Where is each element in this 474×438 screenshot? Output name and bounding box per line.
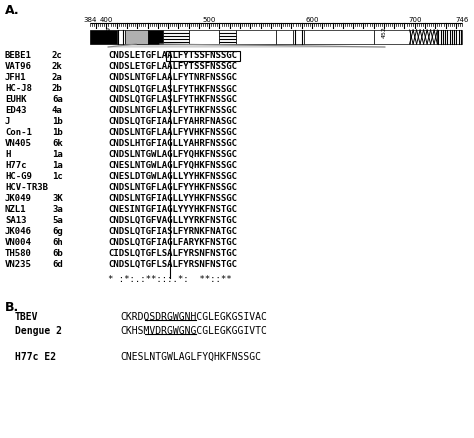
Text: TBEV: TBEV [15, 311, 38, 321]
Text: 500: 500 [202, 17, 216, 22]
Text: CNDSLNTGFIAGLLYYHKFNSSGC: CNDSLNTGFIAGLLYYHKFNSSGC [108, 194, 237, 203]
Text: CNDSLETGFLAALFYTSSFNSSGC: CNDSLETGFLAALFYTSSFNSSGC [108, 62, 237, 71]
Text: EUHK: EUHK [5, 95, 27, 104]
Text: 1b: 1b [52, 117, 63, 126]
Text: VN235: VN235 [5, 259, 32, 268]
Text: BEBE1: BEBE1 [5, 51, 32, 60]
Text: CKRDQSDRGWGNHCGLEGKGSIVAC: CKRDQSDRGWGNHCGLEGKGSIVAC [120, 311, 267, 321]
Text: CNESINTGFIAGLYYYHKFNSTGC: CNESINTGFIAGLYYYHKFNSTGC [108, 205, 237, 214]
Text: CNDSLQTGFIASLFYRNKFNATGC: CNDSLQTGFIASLFYRNKFNATGC [108, 226, 237, 236]
Text: 384: 384 [83, 17, 97, 22]
Text: 2a: 2a [52, 73, 63, 82]
Text: TH580: TH580 [5, 248, 32, 258]
Text: 6g: 6g [52, 226, 63, 236]
Bar [293, 31, 304, 45]
Bar [163, 31, 189, 45]
Text: 6a: 6a [52, 95, 63, 104]
Bar [166, 52, 240, 62]
Text: CNESLDTGWLAGLLYYHKFNSSGC: CNESLDTGWLAGLLYYHKFNSSGC [108, 172, 237, 181]
Bar [219, 31, 236, 45]
Text: CIDSLQTGFLSALFYRSNFNSTGC: CIDSLQTGFLSALFYRSNFNSTGC [108, 248, 237, 258]
Text: CNDSLQTGFLSALFYRSNFNSTGC: CNDSLQTGFLSALFYRSNFNSTGC [108, 259, 237, 268]
Text: B.: B. [5, 300, 19, 313]
Bar [189, 31, 219, 45]
Text: A.: A. [5, 4, 19, 17]
Text: CNESLNTGWLAGLFYQHKFNSSGC: CNESLNTGWLAGLFYQHKFNSSGC [108, 161, 237, 170]
Text: HC-G9: HC-G9 [5, 172, 32, 181]
Text: 2b: 2b [52, 84, 63, 93]
Text: 5a: 5a [52, 215, 63, 225]
Text: 452: 452 [382, 26, 386, 38]
Text: CNDSLQTGFIAGLFARYKFNSTGC: CNDSLQTGFIAGLFARYKFNSTGC [108, 237, 237, 247]
Text: 2k: 2k [52, 62, 63, 71]
Text: CNDSLNTGFLAALFYTNRFNSSGC: CNDSLNTGFLAALFYTNRFNSSGC [108, 73, 237, 82]
Bar [90, 31, 117, 45]
Text: CNDSLNTGFLAALFYVHKFNSSGC: CNDSLNTGFLAALFYVHKFNSSGC [108, 128, 237, 137]
Bar [374, 31, 410, 45]
Text: 1b: 1b [52, 128, 63, 137]
Text: 4a: 4a [52, 106, 63, 115]
Text: H77c: H77c [5, 161, 27, 170]
Text: CNDSLNTGFLASLFYTHKFNSSGC: CNDSLNTGFLASLFYTHKFNSSGC [108, 106, 237, 115]
Text: * :*:.:**:::.*:  **::**: * :*:.:**:::.*: **::** [108, 274, 232, 283]
Text: CNDSLQTGFLASLFYTHKFNSSGC: CNDSLQTGFLASLFYTHKFNSSGC [108, 95, 237, 104]
Text: CKHSMVDRGWGNGCGLEGKGGIVTC: CKHSMVDRGWGNGCGLEGKGGIVTC [120, 325, 267, 335]
Text: JK049: JK049 [5, 194, 32, 203]
Bar [236, 31, 276, 45]
Text: CNDSLQTGFVAGLLYYRKFNSTGC: CNDSLQTGFVAGLLYYRKFNSTGC [108, 215, 237, 225]
Text: 6h: 6h [52, 237, 63, 247]
Text: HC-J8: HC-J8 [5, 84, 32, 93]
Bar [117, 31, 125, 45]
Text: 400: 400 [100, 17, 113, 22]
Text: H: H [5, 150, 10, 159]
Text: 1a: 1a [52, 161, 63, 170]
Polygon shape [108, 45, 385, 48]
Text: 1a: 1a [52, 150, 63, 159]
Text: 6b: 6b [52, 248, 63, 258]
Text: ED43: ED43 [5, 106, 27, 115]
Text: VN004: VN004 [5, 237, 32, 247]
Text: 3a: 3a [52, 205, 63, 214]
Text: HCV-TR3B: HCV-TR3B [5, 183, 48, 192]
Text: CNESLNTGWLAGLFYQHKFNSSGC: CNESLNTGWLAGLFYQHKFNSSGC [120, 351, 261, 361]
Text: NZL1: NZL1 [5, 205, 27, 214]
Text: CNDSLNTGFLAGLFYYHKFNSSGC: CNDSLNTGFLAGLFYYHKFNSSGC [108, 183, 237, 192]
Text: J: J [5, 117, 10, 126]
Bar [410, 31, 438, 45]
Text: 700: 700 [408, 17, 421, 22]
Text: 6d: 6d [52, 259, 63, 268]
Text: 1c: 1c [52, 172, 63, 181]
Text: 2c: 2c [52, 51, 63, 60]
Text: CNDSLQTGFLASLFYTHKFNSSGC: CNDSLQTGFLASLFYTHKFNSSGC [108, 84, 237, 93]
Text: VN405: VN405 [5, 139, 32, 148]
Text: 3K: 3K [52, 194, 63, 203]
Bar [304, 31, 374, 45]
Text: 6k: 6k [52, 139, 63, 148]
Text: H77c E2: H77c E2 [15, 351, 56, 361]
Text: JFH1: JFH1 [5, 73, 27, 82]
Text: VAT96: VAT96 [5, 62, 32, 71]
Text: CNDSLQTGFIAALFYAHRFNASGC: CNDSLQTGFIAALFYAHRFNASGC [108, 117, 237, 126]
Text: Con-1: Con-1 [5, 128, 32, 137]
Text: SA13: SA13 [5, 215, 27, 225]
Text: 746: 746 [456, 17, 469, 22]
Bar [276, 31, 293, 45]
Text: 600: 600 [305, 17, 319, 22]
Bar [125, 31, 147, 45]
Bar [147, 31, 163, 45]
Text: CNDSLNTGWLAGLFYQHKFNSSGC: CNDSLNTGWLAGLFYQHKFNSSGC [108, 150, 237, 159]
Bar [438, 31, 462, 45]
Text: CNDSLHTGFIAGLLYAHRFNSSGC: CNDSLHTGFIAGLLYAHRFNSSGC [108, 139, 237, 148]
Text: CNDSLETGFLAALFYTSSFNSSGC: CNDSLETGFLAALFYTSSFNSSGC [108, 51, 237, 60]
Text: Dengue 2: Dengue 2 [15, 325, 62, 335]
Text: 429: 429 [107, 26, 111, 38]
Text: JK046: JK046 [5, 226, 32, 236]
